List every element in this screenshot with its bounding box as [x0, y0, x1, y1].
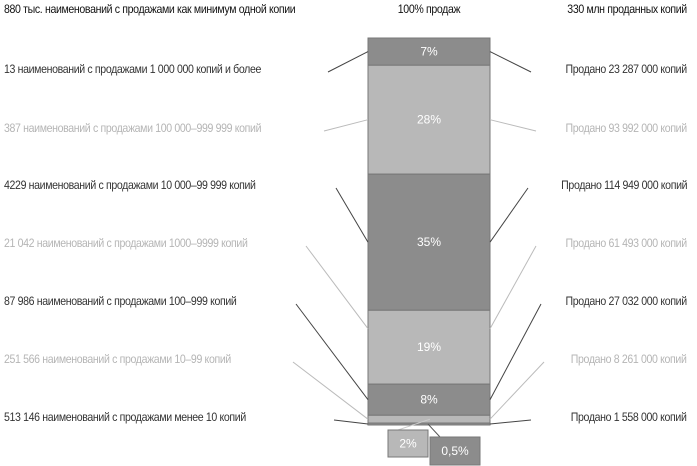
- titles-label: 13 наименований с продажами 1 000 000 ко…: [4, 62, 262, 76]
- segment-label: 2%: [399, 437, 417, 451]
- leader-line-left: [295, 303, 369, 401]
- leader-line-right: [489, 361, 545, 420]
- callout-box: [429, 436, 481, 466]
- segment-label: 8%: [420, 393, 438, 407]
- bar-segment-1: [367, 64, 491, 175]
- leader-line-right: [489, 187, 529, 243]
- sold-label: Продано 93 992 000 копий: [565, 121, 688, 135]
- leader-line-left: [292, 361, 369, 420]
- leader-line-left: [327, 51, 369, 73]
- header-left: 880 тыс. наименований с продажами как ми…: [4, 2, 296, 16]
- callout-line: [427, 423, 441, 438]
- segment-label: 19%: [417, 340, 441, 354]
- sold-label: Продано 1 558 000 копий: [571, 410, 687, 424]
- bar-segment-2: [367, 173, 491, 311]
- bar-segment-3: [367, 309, 491, 385]
- titles-label: 87 986 наименований с продажами 100–999 …: [4, 294, 237, 308]
- segment-label: 28%: [417, 113, 441, 127]
- segment-label: 7%: [420, 45, 438, 59]
- titles-label: 251 566 наименований с продажами 10–99 к…: [4, 352, 231, 366]
- titles-label: 387 наименований с продажами 100 000–999…: [4, 121, 262, 135]
- header-center: 100% продаж: [397, 2, 461, 16]
- sold-label: Продано 114 949 000 копий: [561, 178, 687, 192]
- leader-line-right: [489, 119, 537, 132]
- leader-line-right: [489, 303, 542, 400]
- sold-label: Продано 61 493 000 копий: [565, 236, 688, 250]
- leader-line-left: [335, 187, 369, 243]
- sold-label: Продано 8 261 000 копий: [571, 352, 687, 366]
- segment-label: 35%: [417, 235, 441, 249]
- titles-label: 513 146 наименований с продажами менее 1…: [4, 410, 246, 424]
- callout-line: [397, 418, 431, 431]
- header-right: 330 млн проданных копий: [567, 2, 687, 16]
- titles-label: 21 042 наименований с продажами 1000–999…: [4, 236, 248, 250]
- callout-box: [387, 429, 429, 458]
- titles-label: 4229 наименований с продажами 10 000–99 …: [4, 178, 256, 192]
- leader-line-right: [489, 245, 537, 329]
- leader-line-right: [489, 51, 532, 73]
- bar-segment-0: [367, 37, 491, 66]
- leader-line-right: [489, 419, 532, 425]
- leader-line-left: [305, 245, 369, 330]
- sold-label: Продано 27 032 000 копий: [565, 294, 688, 308]
- segment-label: 0,5%: [441, 444, 469, 458]
- leader-line-left: [323, 119, 369, 132]
- sold-label: Продано 23 287 000 копий: [565, 62, 688, 76]
- leader-line-left: [333, 419, 369, 425]
